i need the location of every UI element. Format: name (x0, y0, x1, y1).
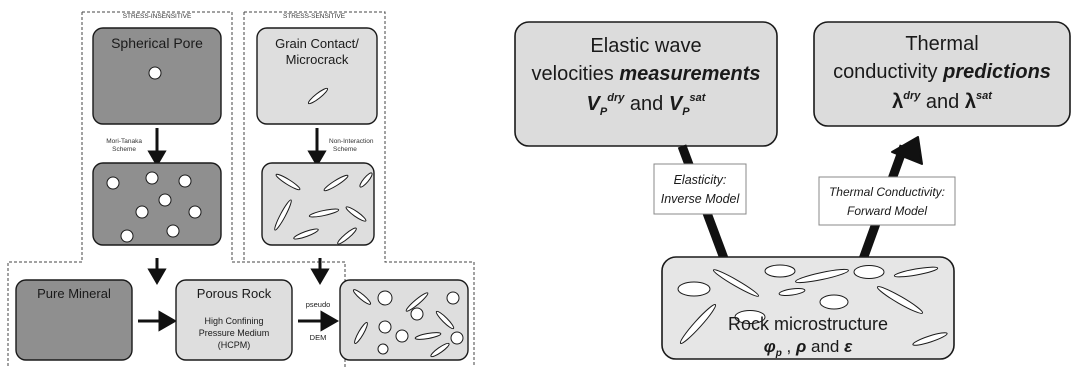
conductivity-symbols: λdry and λsat (892, 90, 993, 113)
spherical-pore-circle (148, 66, 162, 80)
spherical-pore-label: Spherical Pore (111, 35, 203, 51)
pore-ellipse (853, 265, 885, 279)
thermal-label-line2: Forward Model (847, 204, 927, 218)
crack-ellipse (712, 269, 760, 297)
pore-circle (158, 193, 172, 207)
crack-ellipse (323, 174, 349, 192)
velocities-line1: Elastic wave (590, 35, 701, 57)
grain-contact-label-line2: Microcrack (286, 52, 349, 67)
thermal-label-line1: Thermal Conductivity: (829, 185, 945, 199)
crack-ellipse (275, 173, 301, 191)
hcpm-line3: (HCPM) (218, 340, 251, 350)
crack-ellipse (337, 227, 357, 245)
mori-tanaka-label-line2: Scheme (112, 146, 136, 153)
pore-circle (377, 290, 393, 306)
mori-tanaka-arrow (147, 128, 167, 167)
pore-ellipse (734, 310, 766, 324)
microcracks-group (274, 172, 373, 245)
porous-rock-label: Porous Rock (197, 286, 272, 301)
stress-insensitive-label: STRESS-INSENSITIVE (123, 13, 192, 20)
non-interaction-label-line2: Scheme (333, 146, 357, 153)
porous-rock-box (175, 279, 293, 361)
down-arrow-to-pseudo (310, 258, 330, 285)
pore-ellipse (677, 281, 711, 297)
elasticity-label-line2: Inverse Model (661, 192, 741, 206)
crack-ellipse (405, 292, 429, 312)
pore-circle (166, 224, 180, 238)
pore-ellipse (819, 294, 849, 310)
crack-ellipse (308, 208, 340, 218)
rock-microstructure-label: Rock microstructure (728, 314, 888, 334)
forward-model-arrow-head (891, 136, 923, 165)
pore-ellipse (764, 264, 796, 278)
crack-ellipse (876, 286, 924, 314)
conductivity-predictions-box (813, 21, 1071, 127)
mixed-inclusions-group (352, 289, 464, 358)
spherical-pores-group (106, 171, 202, 243)
velocities-symbols: VPdry and VPsat (587, 92, 707, 118)
crack-ellipse (893, 266, 939, 278)
stress-insensitive-region-left (7, 12, 83, 367)
pseudo-dem-arrow (298, 310, 340, 332)
hcpm-line1: High Confining (204, 316, 263, 326)
crack-ellipse (679, 304, 717, 344)
pore-circle (178, 174, 192, 188)
down-arrow-to-porous-rock (147, 258, 167, 285)
crack-ellipse (430, 342, 450, 358)
crack-ellipse (435, 310, 455, 330)
pore-circle (378, 320, 392, 334)
crack-ellipse (359, 172, 373, 188)
conductivity-line2: conductivity predictions (833, 61, 1051, 83)
non-interaction-label-line1: Non-Interaction (329, 138, 374, 145)
elasticity-label-box (653, 163, 747, 215)
pure-mineral-label: Pure Mineral (37, 286, 111, 301)
pore-circle (145, 171, 159, 185)
pore-circle (446, 291, 460, 305)
stress-sensitive-label: STRESS-SENSITIVE (283, 13, 346, 20)
dem-result-box (339, 279, 469, 361)
crack-ellipse (352, 289, 372, 305)
crack-ellipse (778, 288, 806, 296)
mori-tanaka-label-line1: Mori-Tanaka (106, 138, 142, 145)
crack-ellipse (274, 199, 292, 231)
pore-circle (120, 229, 134, 243)
thermal-label-box (818, 176, 956, 226)
elasticity-label-line1: Elasticity: (674, 173, 727, 187)
crack-ellipse (354, 322, 368, 344)
crack-ellipse (795, 268, 849, 284)
stress-sensitive-region (243, 11, 475, 367)
grain-contact-box (256, 27, 378, 125)
crack-ellipse (912, 332, 948, 346)
conductivity-line1: Thermal (905, 33, 978, 55)
velocities-measurements-box (514, 21, 778, 147)
crack-ellipse (414, 332, 442, 340)
pore-circle (188, 205, 202, 219)
pure-mineral-box (15, 279, 133, 361)
pore-circle (450, 331, 464, 345)
rock-parameters: φp , ρ and ε (764, 337, 853, 359)
pseudo-label: pseudo (306, 300, 331, 309)
velocities-line2: velocities measurements (532, 63, 761, 85)
pore-circle (106, 176, 120, 190)
crack-ellipse (345, 206, 367, 222)
pore-circle (377, 343, 389, 355)
grain-contact-label-line1: Grain Contact/ (275, 36, 359, 51)
crack-ellipse (293, 228, 319, 240)
microcrack-ellipse (307, 87, 329, 105)
pore-circle (135, 205, 149, 219)
pore-circle (410, 307, 424, 321)
rock-inclusions-group (677, 264, 948, 346)
mineral-to-porous-arrow (138, 310, 178, 332)
dem-label: DEM (310, 333, 327, 342)
pore-circle (395, 329, 409, 343)
hcpm-line2: Pressure Medium (199, 328, 270, 338)
non-interaction-arrow (307, 128, 327, 167)
